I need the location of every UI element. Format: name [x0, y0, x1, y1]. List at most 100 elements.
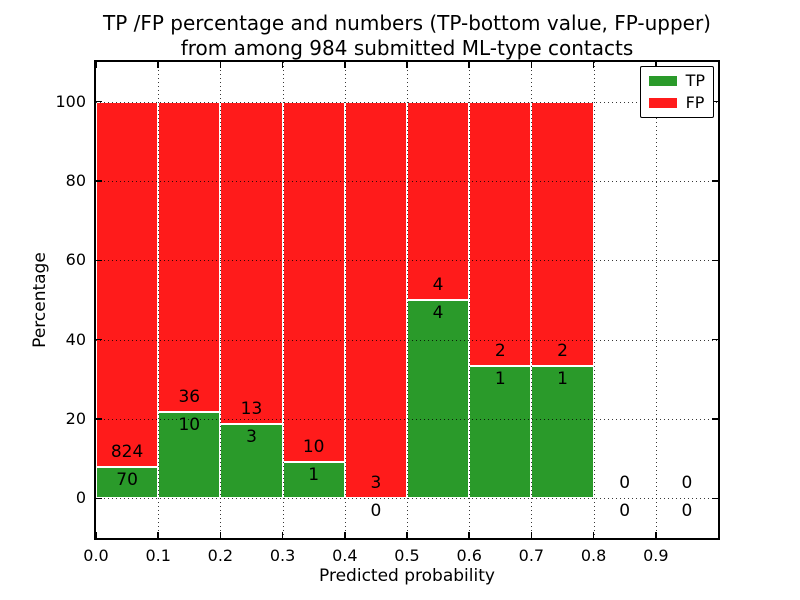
y-axis-label: Percentage — [30, 252, 50, 348]
y-tick-mark — [712, 100, 718, 103]
x-tick-label: 0.1 — [145, 546, 171, 565]
x-tick-mark — [592, 62, 595, 68]
y-tick-label: 80 — [65, 171, 86, 190]
y-tick-mark — [96, 497, 102, 500]
fp-count-label: 4 — [432, 275, 444, 295]
gridline-vertical — [158, 62, 160, 538]
bar-fp-segment — [344, 101, 407, 499]
x-tick-mark — [157, 62, 159, 68]
bar-fp-segment — [220, 101, 283, 424]
x-tick-label: 0.5 — [394, 546, 420, 565]
fp-count-label: 13 — [240, 398, 263, 419]
legend-item-tp: TP — [648, 71, 705, 90]
y-tick-mark — [96, 100, 102, 103]
y-tick-mark — [96, 180, 102, 182]
x-tick-label: 0.2 — [207, 546, 234, 565]
gridline-vertical — [531, 62, 533, 538]
x-tick-mark — [655, 62, 657, 68]
x-tick-mark — [530, 532, 533, 538]
gridline-vertical — [655, 62, 657, 538]
y-tick-label: 20 — [65, 409, 86, 428]
x-tick-label: 0.7 — [518, 546, 545, 565]
tp-count-label: 1 — [557, 369, 568, 390]
bar-fp-segment — [469, 101, 532, 367]
tp-count-label: 4 — [432, 303, 444, 323]
x-tick-label: 0.8 — [580, 546, 607, 565]
tp-count-label: 0 — [619, 501, 631, 522]
bar-tp-segment — [158, 412, 221, 499]
bar-fp-segment — [531, 101, 594, 367]
chart-title-line2: from among 984 submitted ML-type contact… — [180, 36, 634, 60]
plot-area: 824 70 36 10 13 3 10 1 3 0 4 4 2 1 2 1 0 0 0 0 TP FP — [94, 60, 720, 540]
x-tick-label: 0.3 — [269, 546, 296, 565]
legend-label-tp: TP — [685, 71, 705, 90]
x-tick-mark — [95, 62, 97, 68]
x-tick-mark — [530, 62, 533, 68]
bar-tp-segment — [96, 467, 159, 499]
x-tick-label: 0.0 — [83, 546, 109, 565]
y-tick-mark — [96, 259, 102, 262]
x-tick-mark — [406, 532, 408, 538]
gridline-vertical — [220, 62, 222, 538]
gridline-vertical — [282, 62, 284, 538]
x-tick-label: 0.4 — [332, 546, 358, 565]
tp-count-label: 3 — [246, 426, 257, 447]
chart-title: TP /FP percentage and numbers (TP-bottom… — [96, 11, 718, 61]
fp-count-label: 36 — [178, 387, 201, 408]
y-tick-mark — [712, 497, 718, 500]
gridline-vertical — [469, 62, 471, 538]
bar-tp-segment — [531, 366, 594, 499]
tp-count-label: 1 — [308, 465, 320, 486]
x-tick-label: 0.6 — [456, 546, 482, 565]
y-tick-label: 100 — [55, 91, 86, 111]
x-tick-mark — [344, 532, 346, 538]
x-tick-mark — [219, 532, 222, 538]
x-tick-mark — [592, 532, 595, 538]
y-tick-mark — [712, 418, 718, 420]
bar-fp-segment — [158, 101, 221, 413]
chart-title-line1: TP /FP percentage and numbers (TP-bottom… — [103, 11, 711, 35]
fp-count-label: 824 — [110, 442, 144, 463]
x-tick-mark — [281, 532, 284, 538]
tp-count-label: 0 — [370, 501, 382, 522]
y-tick-mark — [712, 180, 718, 182]
x-axis-label: Predicted probability — [319, 566, 495, 586]
legend-swatch-fp-icon — [648, 98, 677, 108]
legend: TP FP — [639, 66, 714, 118]
bar-tp-segment — [282, 462, 345, 499]
gridline-vertical — [593, 62, 595, 538]
legend-swatch-tp-icon — [648, 76, 677, 86]
fp-count-label: 0 — [619, 473, 631, 494]
tp-count-label: 70 — [116, 470, 138, 491]
x-tick-mark — [219, 62, 222, 68]
fp-count-label: 10 — [302, 437, 325, 458]
x-tick-mark — [406, 62, 408, 68]
fp-count-label: 2 — [557, 341, 568, 362]
bar-tp-segment — [407, 300, 470, 499]
gridline-vertical — [344, 62, 346, 538]
x-tick-mark — [468, 532, 470, 538]
gridline-vertical — [407, 62, 408, 538]
y-tick-label: 0 — [75, 488, 86, 508]
x-tick-mark — [468, 62, 470, 68]
y-tick-label: 60 — [65, 250, 86, 270]
y-tick-mark — [96, 418, 102, 420]
legend-item-fp: FP — [648, 93, 705, 112]
tp-count-label: 0 — [681, 501, 693, 522]
legend-label-fp: FP — [685, 93, 705, 112]
bar-fp-segment — [407, 101, 470, 300]
fp-count-label: 0 — [681, 473, 693, 494]
x-tick-mark — [344, 62, 346, 68]
x-tick-mark — [655, 532, 657, 538]
x-tick-mark — [281, 62, 284, 68]
x-tick-mark — [157, 532, 159, 538]
bar-fp-segment — [282, 101, 345, 463]
y-tick-mark — [712, 338, 718, 341]
tp-count-label: 10 — [178, 415, 201, 436]
y-tick-mark — [712, 259, 718, 262]
fp-count-label: 3 — [370, 473, 382, 494]
bar-fp-segment — [96, 101, 159, 468]
y-tick-label: 40 — [65, 329, 86, 349]
x-tick-mark — [95, 532, 97, 538]
